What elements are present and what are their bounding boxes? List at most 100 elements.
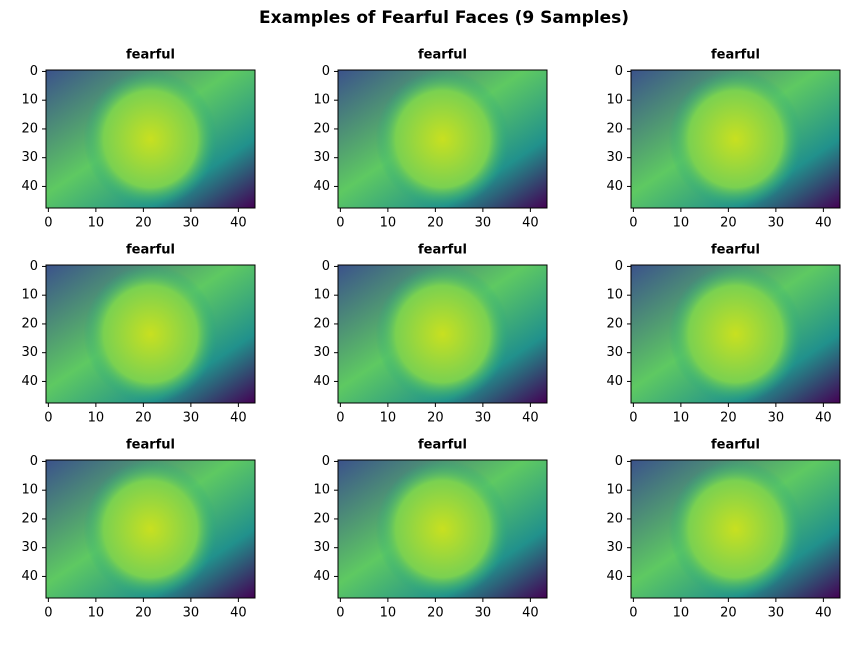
y-tick-label: 0 (615, 259, 623, 274)
x-tick-label: 20 (427, 606, 444, 621)
axes-frame (45, 264, 256, 404)
x-tick-label: 30 (768, 216, 785, 231)
y-tick-label: 30 (313, 150, 330, 165)
x-tick-label: 30 (768, 411, 785, 426)
y-tick-label: 40 (313, 179, 330, 194)
x-tick-label: 10 (380, 216, 397, 231)
y-tick-label: 30 (606, 150, 623, 165)
x-tick-label: 0 (629, 411, 637, 426)
y-tick-label: 10 (21, 288, 38, 303)
x-tick-label: 0 (44, 216, 52, 231)
y-tick-label: 30 (21, 150, 38, 165)
axes-frame (630, 459, 841, 599)
x-tick-label: 30 (475, 216, 492, 231)
x-tick-label: 10 (380, 411, 397, 426)
y-tick-label: 20 (21, 316, 38, 331)
y-tick-label: 10 (606, 93, 623, 108)
y-tick-label: 20 (606, 121, 623, 136)
y-tick-label: 0 (322, 259, 330, 274)
axes-frame (337, 69, 548, 209)
y-tick-label: 10 (313, 288, 330, 303)
axes-title: fearful (126, 438, 175, 453)
y-tick-label: 40 (313, 569, 330, 584)
y-tick-label: 40 (606, 374, 623, 389)
axes-frame (45, 459, 256, 599)
x-tick-label: 20 (720, 411, 737, 426)
image-face (375, 265, 510, 403)
x-tick-label: 0 (336, 606, 344, 621)
y-tick-label: 0 (322, 454, 330, 469)
x-tick-label: 40 (230, 216, 247, 231)
x-tick-label: 10 (673, 411, 690, 426)
y-tick-label: 40 (313, 374, 330, 389)
image-face (375, 70, 510, 208)
x-tick-label: 40 (815, 411, 832, 426)
x-tick-label: 20 (720, 606, 737, 621)
y-tick-label: 10 (313, 483, 330, 498)
x-tick-label: 20 (427, 216, 444, 231)
y-tick-label: 0 (30, 454, 38, 469)
x-tick-label: 30 (475, 606, 492, 621)
y-tick-label: 40 (21, 569, 38, 584)
y-tick-label: 30 (606, 345, 623, 360)
y-tick-label: 0 (30, 64, 38, 79)
y-tick-label: 20 (313, 316, 330, 331)
image-face (668, 460, 803, 598)
y-tick-label: 30 (21, 345, 38, 360)
y-tick-label: 0 (30, 259, 38, 274)
y-tick-label: 30 (313, 345, 330, 360)
x-tick-label: 10 (380, 606, 397, 621)
axes-frame (630, 264, 841, 404)
x-tick-label: 10 (88, 216, 105, 231)
image-face (375, 460, 510, 598)
x-tick-label: 30 (475, 411, 492, 426)
x-tick-label: 0 (44, 411, 52, 426)
image-face (83, 460, 218, 598)
image-face (668, 70, 803, 208)
x-tick-label: 20 (427, 411, 444, 426)
axes-title: fearful (711, 438, 760, 453)
axes-title: fearful (711, 243, 760, 258)
x-tick-label: 0 (629, 216, 637, 231)
y-tick-label: 20 (313, 121, 330, 136)
axes-title: fearful (418, 48, 467, 63)
y-tick-label: 10 (606, 288, 623, 303)
x-tick-label: 30 (183, 216, 200, 231)
axes-frame (630, 69, 841, 209)
y-tick-label: 10 (21, 483, 38, 498)
x-tick-label: 20 (135, 216, 152, 231)
axes-frame (45, 69, 256, 209)
x-tick-label: 40 (815, 606, 832, 621)
image-face (83, 265, 218, 403)
y-tick-label: 10 (606, 483, 623, 498)
y-tick-label: 20 (606, 316, 623, 331)
x-tick-label: 40 (522, 216, 539, 231)
x-tick-label: 0 (44, 606, 52, 621)
axes-title: fearful (126, 48, 175, 63)
y-tick-label: 40 (606, 569, 623, 584)
y-tick-label: 40 (21, 374, 38, 389)
x-tick-label: 40 (522, 606, 539, 621)
y-tick-label: 30 (313, 540, 330, 555)
x-tick-label: 40 (522, 411, 539, 426)
axes-title: fearful (418, 438, 467, 453)
x-tick-label: 20 (135, 411, 152, 426)
axes-title: fearful (418, 243, 467, 258)
y-tick-label: 20 (606, 511, 623, 526)
image-face (668, 265, 803, 403)
x-tick-label: 0 (629, 606, 637, 621)
axes-title: fearful (126, 243, 175, 258)
y-tick-label: 30 (606, 540, 623, 555)
x-tick-label: 40 (815, 216, 832, 231)
y-tick-label: 20 (313, 511, 330, 526)
y-tick-label: 40 (21, 179, 38, 194)
y-tick-label: 10 (21, 93, 38, 108)
x-tick-label: 0 (336, 216, 344, 231)
y-tick-label: 20 (21, 121, 38, 136)
image-face (83, 70, 218, 208)
y-tick-label: 0 (615, 454, 623, 469)
axes-frame (337, 264, 548, 404)
y-tick-label: 0 (615, 64, 623, 79)
x-tick-label: 10 (88, 606, 105, 621)
